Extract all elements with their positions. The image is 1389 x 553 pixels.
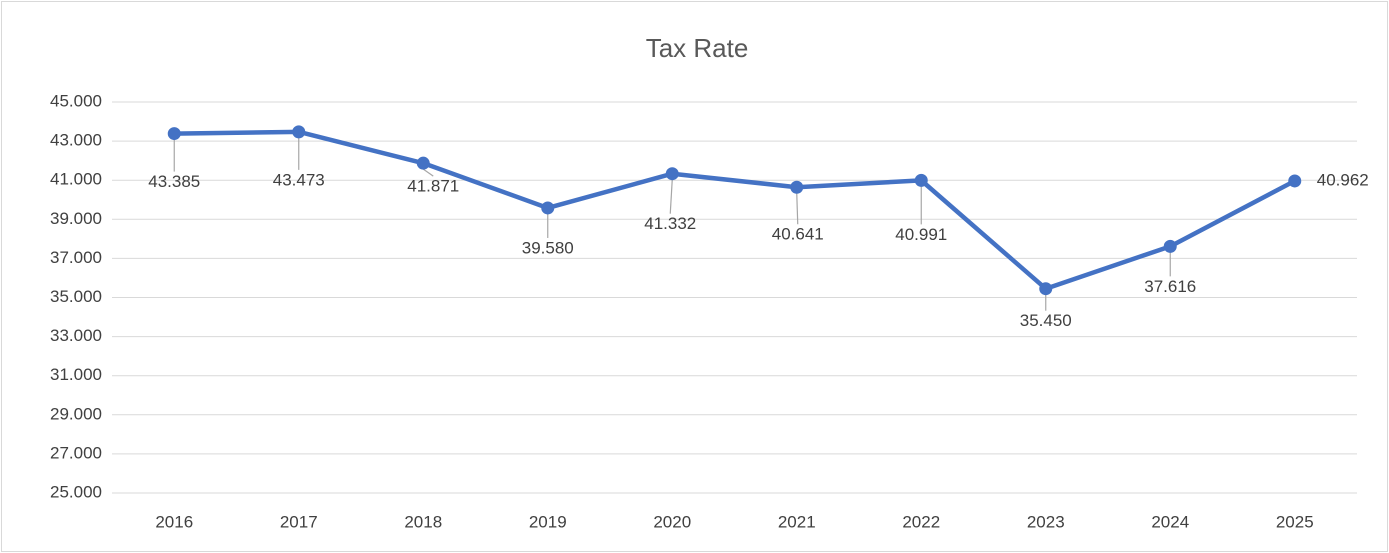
marker <box>1163 239 1177 253</box>
marker <box>1288 174 1302 188</box>
data-label: 40.962 <box>1317 170 1369 189</box>
data-label: 43.473 <box>273 170 325 189</box>
x-tick-label: 2022 <box>902 512 940 531</box>
data-label: 39.580 <box>522 238 574 257</box>
leader-line <box>669 179 673 214</box>
x-tick-label: 2016 <box>155 512 193 531</box>
data-label: 43.385 <box>148 172 200 191</box>
marker <box>665 167 679 181</box>
x-tick-label: 2025 <box>1276 512 1314 531</box>
data-label: 35.450 <box>1020 311 1072 330</box>
y-tick-label: 27.000 <box>50 443 102 462</box>
x-tick-label: 2023 <box>1027 512 1065 531</box>
marker <box>416 156 430 170</box>
y-tick-label: 45.000 <box>50 91 102 110</box>
marker <box>167 127 181 141</box>
y-tick-label: 31.000 <box>50 365 102 384</box>
y-tick-label: 33.000 <box>50 326 102 345</box>
marker <box>914 173 928 187</box>
x-tick-label: 2021 <box>778 512 816 531</box>
chart-title: Tax Rate <box>646 33 749 63</box>
y-tick-label: 37.000 <box>50 248 102 267</box>
y-tick-label: 43.000 <box>50 131 102 150</box>
data-label: 41.871 <box>407 177 459 196</box>
x-tick-label: 2020 <box>653 512 691 531</box>
y-tick-label: 25.000 <box>50 482 102 501</box>
marker <box>541 201 555 215</box>
line <box>174 129 1296 291</box>
x-tick-label: 2019 <box>529 512 567 531</box>
x-tick-label: 2017 <box>280 512 318 531</box>
marker <box>790 180 804 194</box>
y-tick-label: 29.000 <box>50 404 102 423</box>
y-tick-label: 39.000 <box>50 209 102 228</box>
data-label: 40.641 <box>772 225 824 244</box>
data-label: 41.332 <box>644 214 696 233</box>
data-label: 37.616 <box>1144 277 1196 296</box>
leader-line <box>796 193 799 225</box>
leader-line <box>422 168 434 177</box>
marker <box>292 125 306 139</box>
data-label: 40.991 <box>895 225 947 244</box>
y-tick-label: 35.000 <box>50 287 102 306</box>
x-tick-label: 2024 <box>1151 512 1189 531</box>
x-tick-label: 2018 <box>404 512 442 531</box>
marker <box>1039 282 1053 296</box>
y-tick-label: 41.000 <box>50 170 102 189</box>
